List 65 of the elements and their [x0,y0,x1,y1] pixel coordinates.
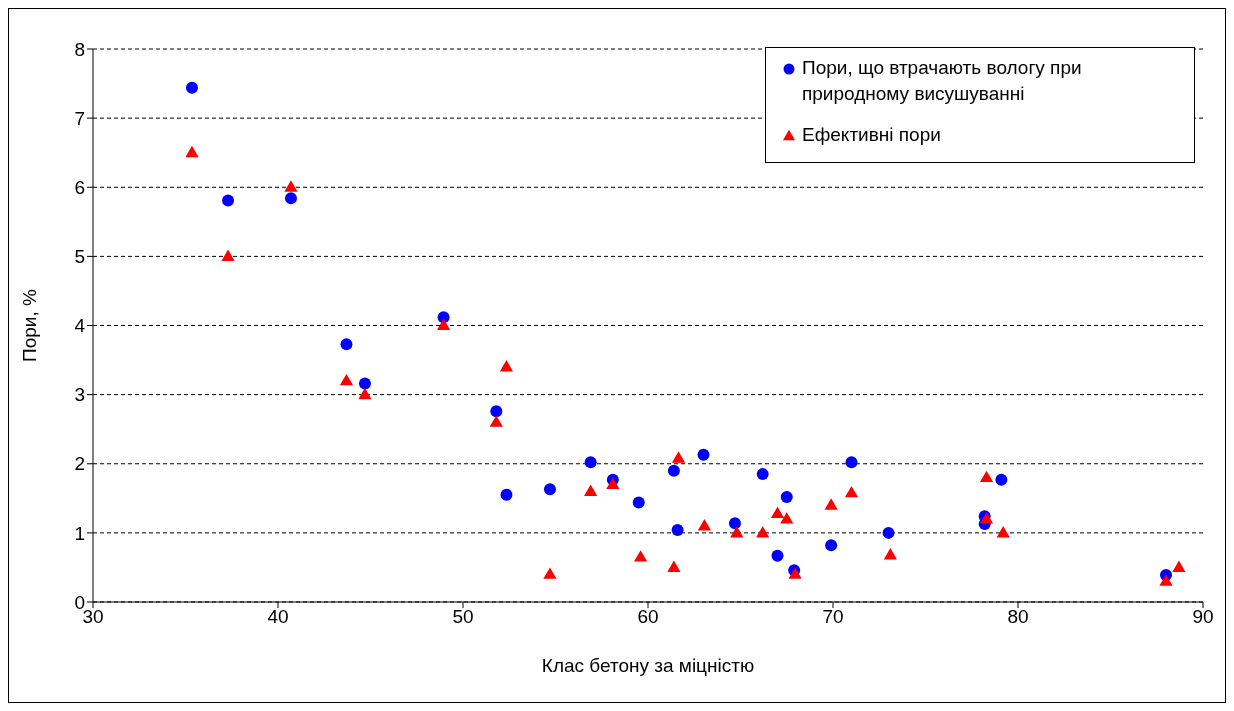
y-tick-label: 5 [74,246,85,268]
point [634,550,648,562]
point [1159,574,1173,586]
point [339,373,354,386]
point [667,464,680,477]
point [996,525,1010,538]
legend-label: Ефективні пори [802,123,941,147]
y-tick-label: 6 [74,176,85,198]
point [543,567,557,579]
y-tick-label: 4 [74,315,86,337]
point [584,484,598,496]
point [358,387,372,400]
x-tick-label: 70 [822,606,844,628]
point [780,512,794,524]
point [632,496,645,509]
x-tick-label: 50 [452,606,474,628]
y-axis-title: Пори, % [18,288,40,362]
point [770,506,785,519]
point [882,526,895,539]
point [824,498,838,510]
point [499,360,514,372]
point [490,405,503,418]
point [883,548,897,560]
point [284,180,298,192]
point [667,560,681,572]
point [756,468,769,481]
x-axis-title: Клас бетону за міцністю [541,655,755,676]
point [756,525,770,538]
x-tick-label: 40 [267,606,289,628]
point [730,525,744,538]
point [728,517,741,530]
x-tick-label: 80 [1007,606,1029,628]
x-tick-label: 60 [637,606,659,628]
point [185,145,199,158]
y-tick-label: 2 [74,453,85,475]
y-tick-label: 3 [74,384,85,406]
x-tick-label: 90 [1192,606,1214,628]
point [845,456,858,469]
point [844,485,859,498]
point [1172,560,1186,572]
y-tick-label: 7 [74,107,85,129]
point [780,490,793,503]
point [697,448,710,461]
point [500,488,513,501]
point [340,338,353,351]
point [358,377,371,390]
point [979,470,994,483]
point [221,249,235,261]
point [606,477,620,489]
y-tick-label: 1 [74,522,85,544]
point [671,451,686,463]
point [995,473,1008,486]
point [584,456,597,469]
point [771,549,784,562]
point [671,524,684,537]
point [489,415,503,427]
legend-label: Пори, що втрачають вологу при природному висушуванні [802,56,1083,106]
point [222,194,235,207]
point [825,539,838,552]
point [185,81,198,94]
point [543,483,556,496]
point [697,519,712,531]
y-tick-label: 8 [74,38,85,60]
point [284,192,297,205]
point [436,318,451,330]
